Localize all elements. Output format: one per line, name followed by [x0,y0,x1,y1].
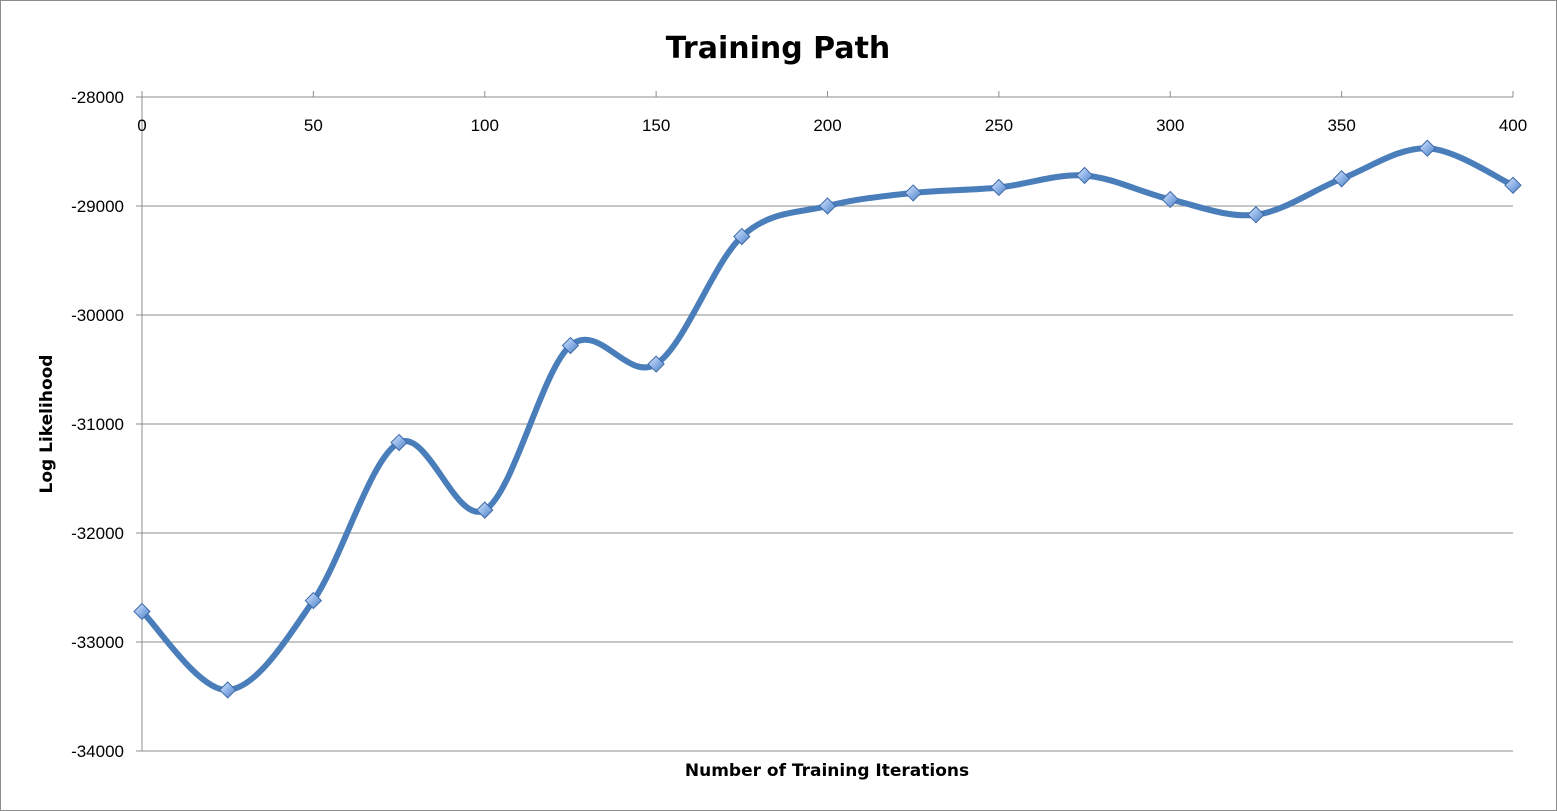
data-point-marker [304,591,323,610]
data-point-marker [1418,139,1437,157]
data-point-marker [476,501,494,519]
data-point-marker [133,602,151,621]
y-tick-label: -30000 [71,306,124,325]
series-layer [139,145,1516,693]
x-tick-label: 300 [1156,116,1184,135]
x-tick-label: 350 [1327,116,1355,135]
y-tick-label: -31000 [71,415,124,434]
y-tick-label: -29000 [71,197,124,216]
x-tick-label: 100 [471,116,499,135]
series-line [139,145,1516,693]
y-tick-label: -28000 [71,88,124,107]
data-point-marker [733,227,751,246]
data-point-marker [1504,176,1522,194]
x-tick-label: 400 [1499,116,1527,135]
y-tick-label: -33000 [71,633,124,652]
data-point-marker [218,681,237,699]
y-axis-title: Log Likelihood [37,355,57,494]
data-point-marker [390,433,408,452]
data-point-marker [1161,190,1179,209]
chart-title: Training Path [666,31,891,66]
data-point-marker [1247,206,1265,224]
data-point-marker [818,197,837,215]
x-tick-label: 250 [985,116,1013,135]
y-tick-label: -34000 [71,742,124,761]
data-point-marker [647,355,665,373]
data-point-marker [561,336,580,355]
y-tick-label: -32000 [71,524,124,543]
x-tick-label: 50 [304,116,323,135]
x-tick-label: 0 [137,116,146,135]
marker-layer [133,139,1522,699]
data-point-marker [1075,166,1094,185]
x-axis-title: Number of Training Iterations [685,761,969,781]
axes [136,91,1514,752]
tick-labels: -28000 -29000 -30000 -31000 -32000 -33000 -340… [71,88,1527,761]
data-point-marker [904,184,922,202]
data-point-marker [1332,170,1351,188]
x-tick-label: 150 [642,116,670,135]
x-tick-label: 200 [813,116,841,135]
data-point-marker [990,178,1008,197]
